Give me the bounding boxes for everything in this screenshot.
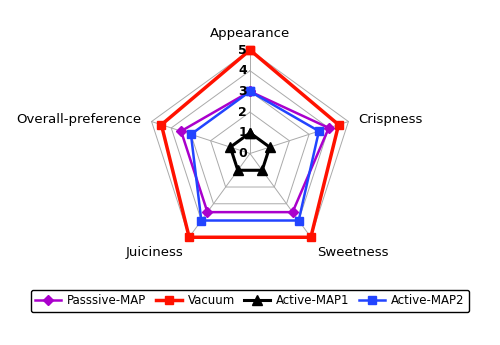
Text: Overall-preference: Overall-preference bbox=[16, 113, 141, 126]
Text: 4: 4 bbox=[238, 64, 247, 77]
Text: 3: 3 bbox=[238, 85, 247, 98]
Text: 2: 2 bbox=[238, 106, 247, 119]
Text: Sweetness: Sweetness bbox=[317, 246, 388, 259]
Legend: Passsive-MAP, Vacuum, Active-MAP1, Active-MAP2: Passsive-MAP, Vacuum, Active-MAP1, Activ… bbox=[30, 289, 469, 312]
Text: Juiciness: Juiciness bbox=[126, 246, 183, 259]
Text: Crispness: Crispness bbox=[358, 113, 422, 126]
Text: 0: 0 bbox=[238, 147, 247, 160]
Text: 5: 5 bbox=[238, 43, 247, 57]
Text: Appearance: Appearance bbox=[210, 27, 290, 40]
Text: 1: 1 bbox=[238, 126, 247, 139]
